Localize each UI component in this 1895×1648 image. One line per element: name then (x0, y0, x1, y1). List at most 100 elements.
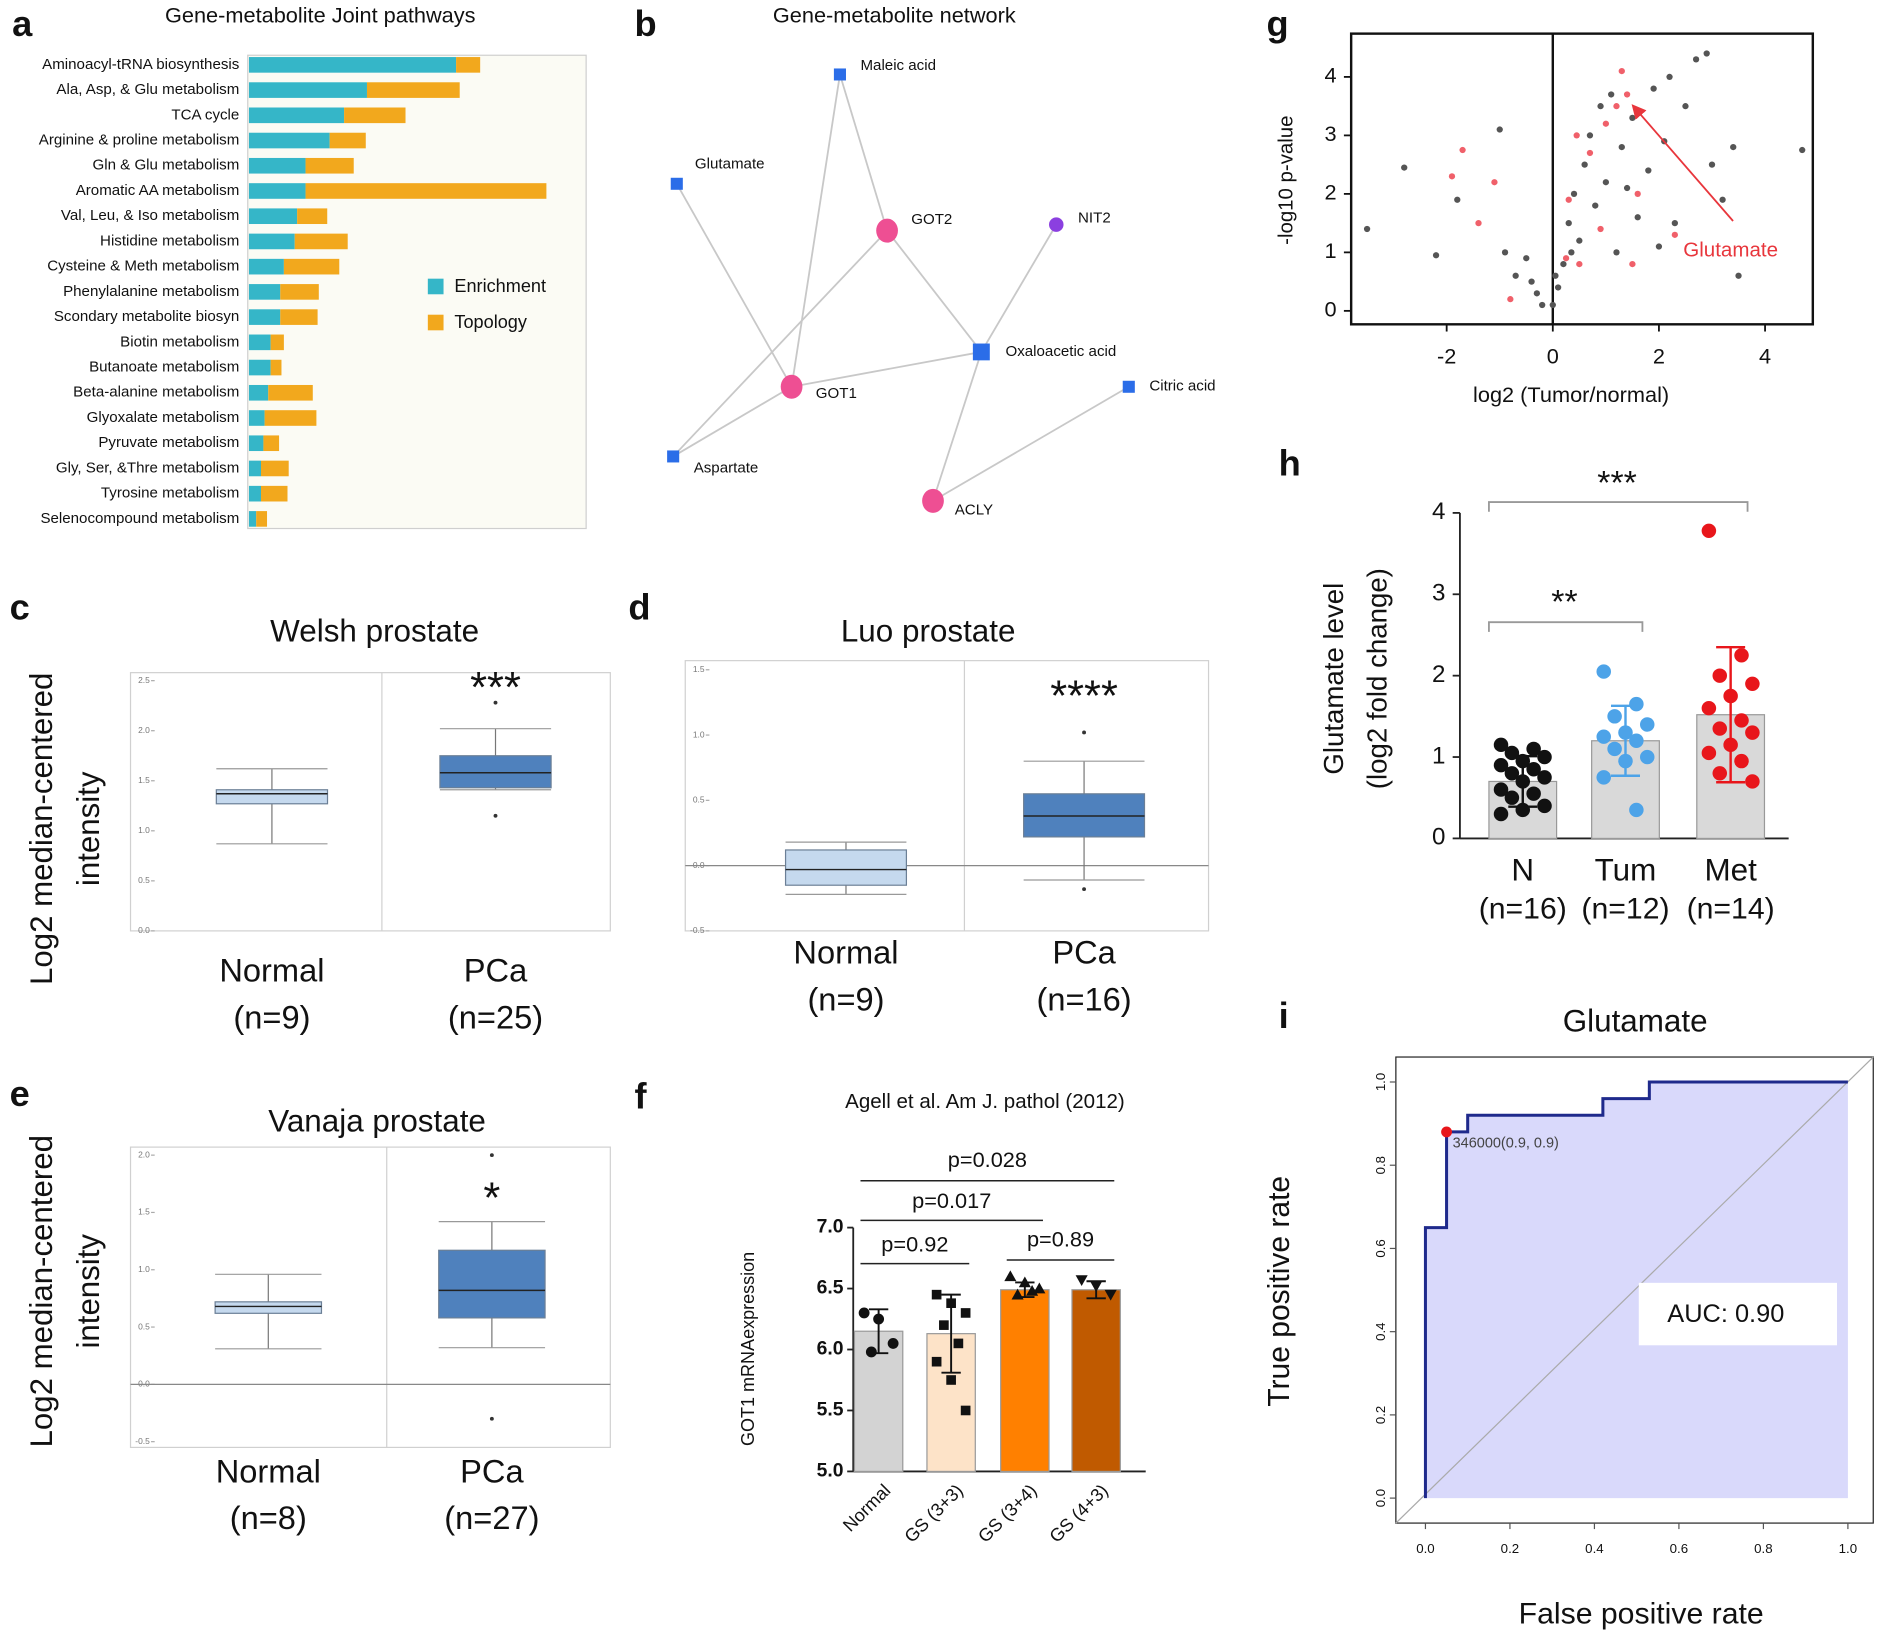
edge (932, 351, 983, 502)
panel-label: h (1279, 443, 1301, 484)
point (1363, 225, 1371, 233)
point (1526, 741, 1541, 757)
y-tick-label: 5.5 (817, 1400, 844, 1421)
diagonal (1395, 1056, 1874, 1524)
point (1493, 737, 1509, 753)
category-label: TCA cycle (171, 106, 239, 123)
node-label: GOT1 (816, 385, 857, 402)
bar-segment (305, 157, 354, 174)
category-label: Tyrosine metabolism (101, 485, 239, 502)
bar-segment (256, 511, 268, 527)
point (1634, 190, 1641, 198)
bar-segment (248, 183, 306, 199)
y-tick-label: -0.5 (690, 925, 705, 935)
point (1655, 243, 1663, 250)
bar-segment (248, 460, 262, 477)
category-label: Selenocompound metabolism (40, 510, 239, 527)
bar-segment (248, 132, 330, 149)
edge (672, 386, 793, 458)
point (1586, 132, 1594, 139)
point (1692, 56, 1700, 63)
point (1613, 103, 1620, 110)
point (1671, 231, 1678, 238)
plot-frame (129, 672, 611, 932)
point (1745, 676, 1760, 692)
point (939, 1320, 949, 1330)
y-tick-label: 0.0 (693, 860, 705, 870)
n-label: (n=9) (233, 999, 310, 1035)
annotation: ** (1551, 583, 1577, 621)
bar-segment (248, 157, 306, 174)
bar-segment (294, 233, 348, 250)
node-label: NIT2 (1078, 210, 1111, 227)
point (946, 1375, 956, 1385)
point (1537, 798, 1552, 814)
panel-label: i (1279, 995, 1289, 1036)
point (1515, 802, 1531, 818)
outlier (489, 1416, 494, 1421)
legend-swatch (427, 314, 444, 331)
point (1666, 73, 1673, 81)
point (1639, 749, 1655, 765)
point (1554, 284, 1562, 291)
annotation: p=0.028 (948, 1147, 1027, 1172)
bar (853, 1330, 904, 1473)
bar-segment (248, 359, 271, 376)
y-tick-label: 0.5 (138, 1321, 150, 1331)
point (1491, 179, 1498, 186)
point (1504, 745, 1520, 761)
point (1515, 774, 1531, 789)
point (960, 1405, 971, 1416)
point (931, 1289, 942, 1300)
panel-label: c (10, 587, 30, 628)
x-tick-label: 0.4 (1585, 1541, 1603, 1556)
node-label: Aspartate (694, 459, 759, 476)
x-tick-label: GS (4+3) (1046, 1480, 1113, 1546)
point (1104, 1289, 1117, 1301)
edge (932, 385, 1130, 502)
point (1629, 114, 1636, 121)
y-tick-label: 1.0 (138, 1264, 150, 1274)
point (1549, 301, 1556, 309)
bar-segment (248, 435, 264, 452)
point (1607, 709, 1622, 724)
edge (790, 74, 841, 387)
bar-segment (305, 183, 547, 199)
bar-segment (280, 309, 318, 325)
node (1049, 217, 1064, 232)
bar-segment (248, 485, 262, 502)
y-tick-label: 0.5 (138, 875, 150, 885)
category-label: Gln & Glu metabolism (93, 157, 240, 174)
point (1613, 249, 1620, 256)
auc-box (1638, 1282, 1837, 1346)
point (1565, 196, 1572, 203)
bar-segment (366, 82, 460, 98)
x-tick-label: Normal (216, 1453, 321, 1489)
point (1597, 103, 1604, 110)
point (1507, 296, 1514, 303)
point (1597, 225, 1604, 233)
bracket (1488, 501, 1749, 512)
point (1075, 1275, 1088, 1287)
x-tick-label: PCa (460, 1453, 524, 1489)
box (438, 1249, 546, 1319)
bar-segment (248, 57, 457, 73)
point (1608, 91, 1615, 98)
point (1011, 1288, 1024, 1300)
y-tick-label: 1.5 (138, 1207, 150, 1217)
bar-segment (248, 334, 271, 351)
point (1634, 214, 1641, 221)
edge (839, 74, 888, 231)
point (1560, 260, 1567, 268)
point (1618, 725, 1633, 740)
x-axis-label: False positive rate (1519, 1598, 1764, 1631)
point (1539, 301, 1546, 309)
point (887, 1338, 899, 1349)
n-label: (n=8) (230, 1500, 307, 1536)
legend-label: Topology (454, 312, 527, 332)
annotation: *** (1597, 464, 1636, 502)
box (215, 789, 329, 805)
point (1512, 272, 1519, 279)
